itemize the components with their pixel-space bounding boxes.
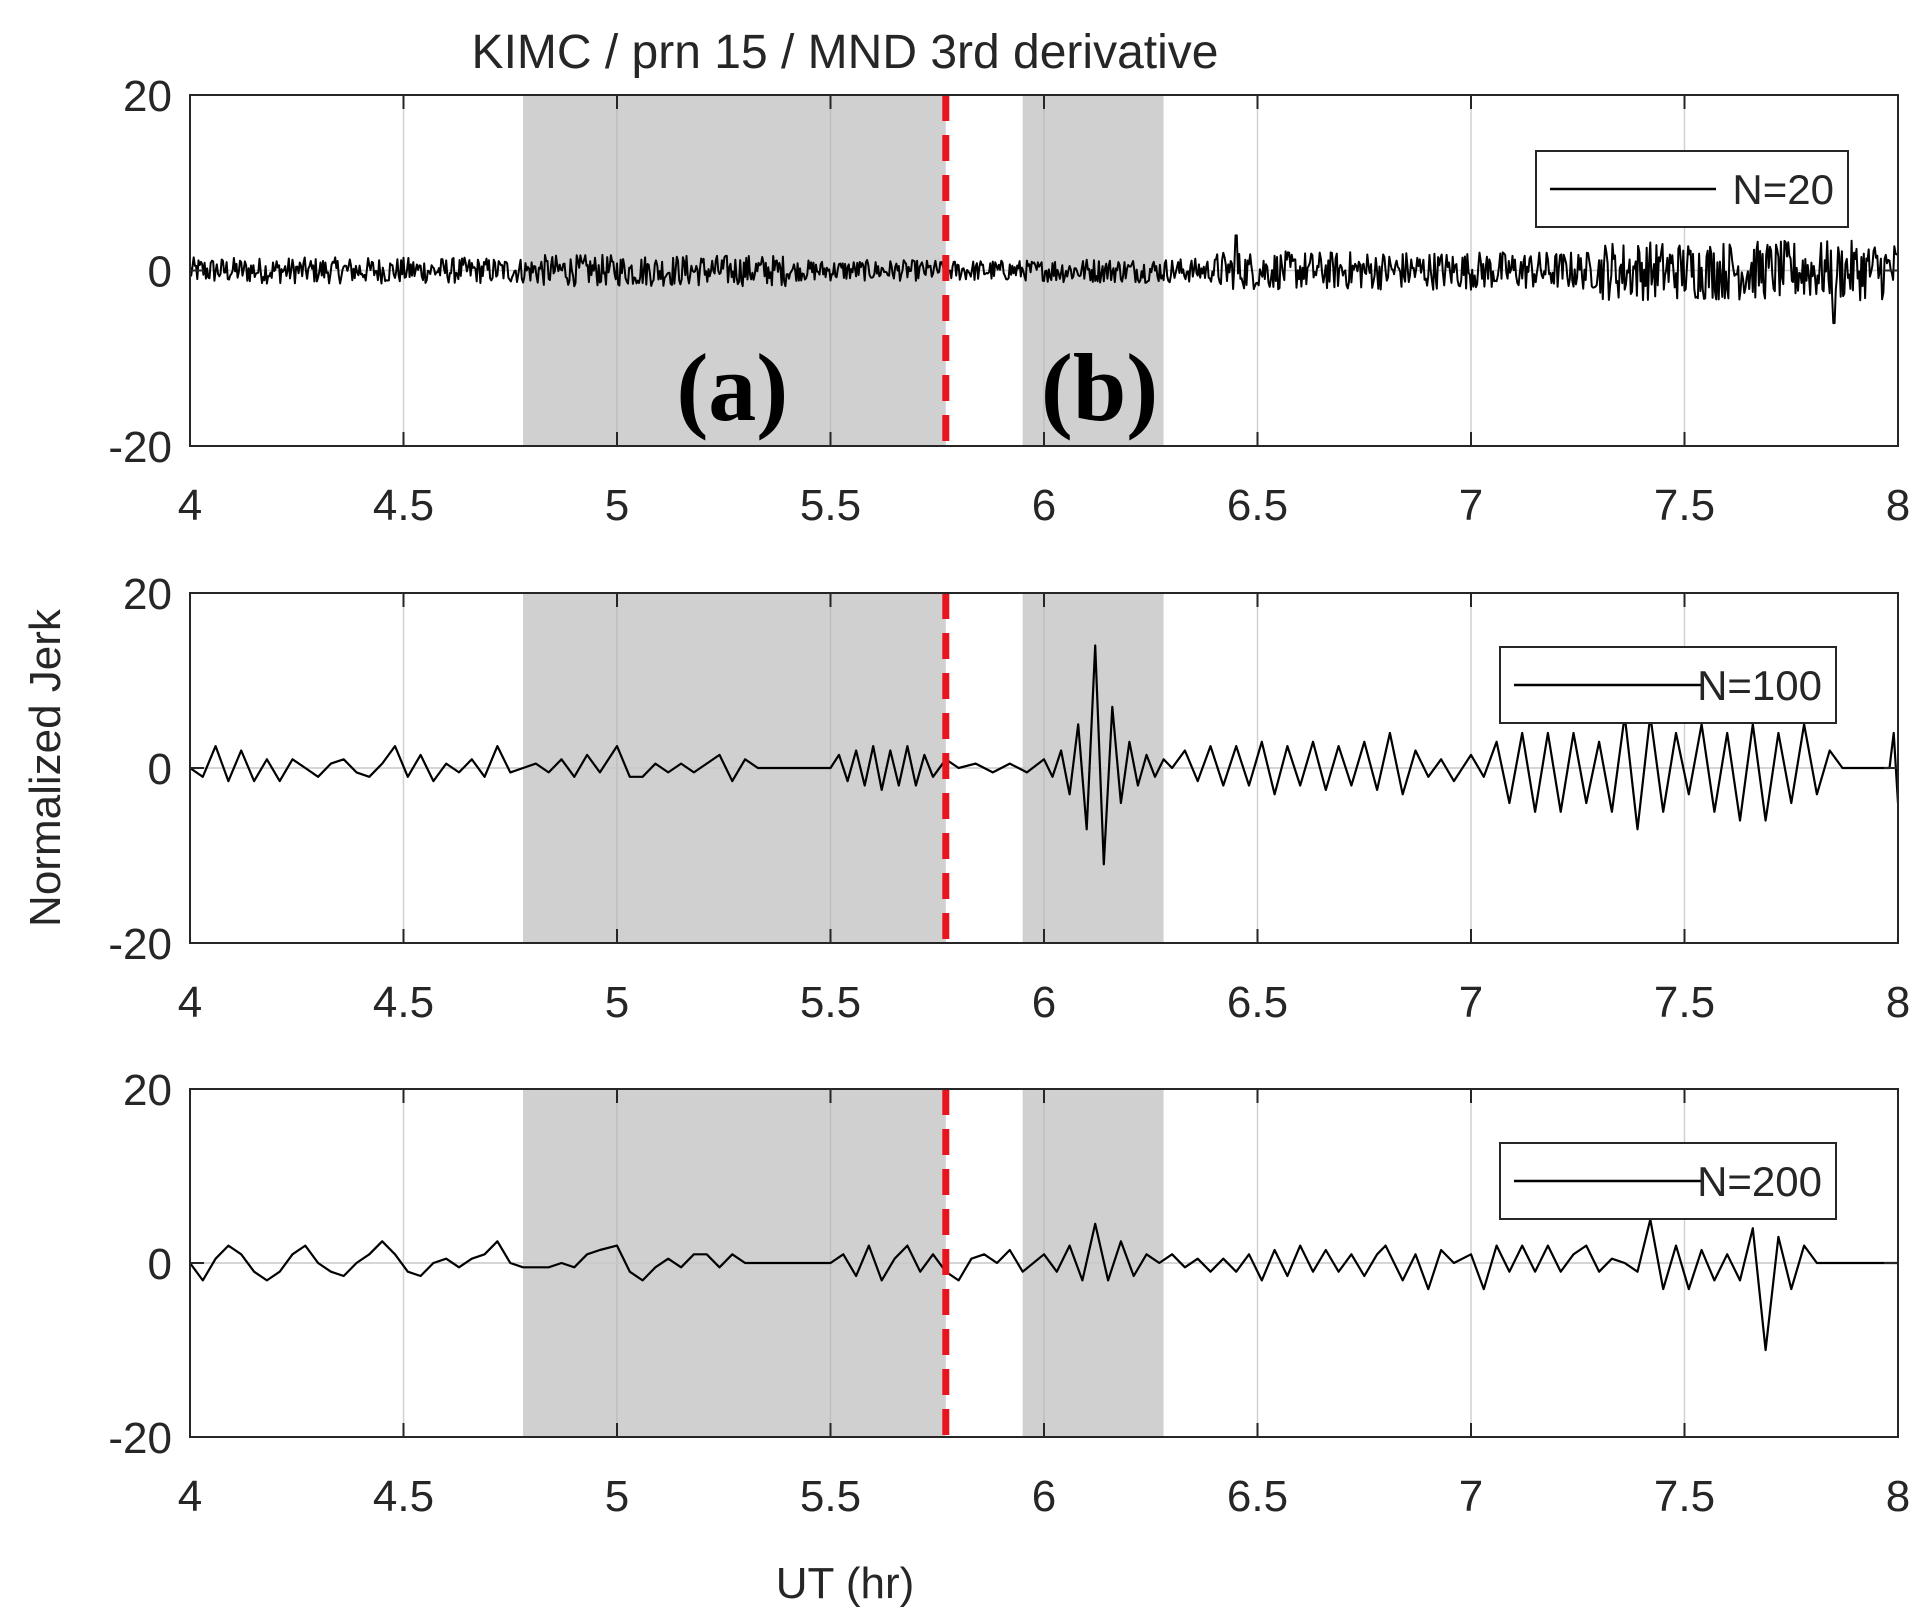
x-tick-label: 6.5: [1227, 1472, 1288, 1521]
x-tick-label: 5: [605, 1472, 629, 1521]
x-tick-label: 4.5: [373, 481, 434, 530]
y-tick-label: 20: [123, 570, 172, 619]
x-tick-label: 5.5: [800, 1472, 861, 1521]
y-tick-label: 0: [148, 745, 172, 794]
legend-label: N=100: [1697, 662, 1822, 709]
series-line-n100: [189, 644, 1900, 866]
x-tick-label: 7: [1459, 978, 1483, 1027]
x-tick-label: 6: [1032, 1472, 1056, 1521]
x-tick-label: 4.5: [373, 978, 434, 1027]
x-tick-label: 5: [605, 481, 629, 530]
x-tick-label: 6.5: [1227, 481, 1288, 530]
chart-title: KIMC / prn 15 / MND 3rd derivative: [472, 26, 1219, 79]
legend-label: N=20: [1732, 166, 1834, 213]
x-tick-label: 5.5: [800, 978, 861, 1027]
legend: N=100: [1499, 646, 1837, 724]
series-line-n20: [189, 234, 1899, 325]
region-label-a: (a): [676, 334, 788, 441]
y-tick-label: 20: [123, 72, 172, 121]
x-tick-label: 8: [1886, 1472, 1910, 1521]
y-tick-label: 0: [148, 1240, 172, 1289]
x-axis-label: UT (hr): [776, 1559, 915, 1608]
x-tick-label: 4: [178, 481, 202, 530]
x-tick-label: 7: [1459, 1472, 1483, 1521]
x-tick-label: 5.5: [800, 481, 861, 530]
x-tick-label: 6: [1032, 978, 1056, 1027]
y-axis-label: Normalized Jerk: [21, 608, 70, 927]
x-tick-label: 5: [605, 978, 629, 1027]
legend: N=200: [1499, 1142, 1837, 1220]
region-label-b: (b): [1041, 334, 1158, 441]
panel-1: 4 4.5 5 5.5 6 6.5 7 7.5 8 -20 0 20 N=20: [108, 72, 1910, 530]
x-tick-label: 7.5: [1654, 978, 1715, 1027]
x-tick-label: 4: [178, 1472, 202, 1521]
y-tick-label: 20: [123, 1066, 172, 1115]
y-tick-label: -20: [108, 920, 172, 969]
legend-label: N=200: [1697, 1158, 1822, 1205]
y-tick-label: 0: [148, 248, 172, 297]
x-tick-label: 8: [1886, 481, 1910, 530]
x-tick-label: 4.5: [373, 1472, 434, 1521]
series-line-n200: [189, 1218, 1898, 1352]
y-tick-label: -20: [108, 423, 172, 472]
y-tick-label: -20: [108, 1414, 172, 1463]
panel-3: 4 4.5 5 5.5 6 6.5 7 7.5 8 -20 0 20 N=200: [108, 1066, 1910, 1521]
panel-2: 4 4.5 5 5.5 6 6.5 7 7.5 8 -20 0 20 N=100: [108, 570, 1910, 1027]
legend: N=20: [1535, 150, 1849, 228]
x-tick-label: 6.5: [1227, 978, 1288, 1027]
x-tick-label: 7.5: [1654, 1472, 1715, 1521]
x-tick-label: 4: [178, 978, 202, 1027]
x-tick-label: 6: [1032, 481, 1056, 530]
x-tick-label: 7.5: [1654, 481, 1715, 530]
panels-group: 4 4.5 5 5.5 6 6.5 7 7.5 8 -20 0 20 N=20 4 4.5 5 5.5 6 6.5 7…: [108, 72, 1910, 1521]
x-tick-label: 8: [1886, 978, 1910, 1027]
x-tick-label: 7: [1459, 481, 1483, 530]
